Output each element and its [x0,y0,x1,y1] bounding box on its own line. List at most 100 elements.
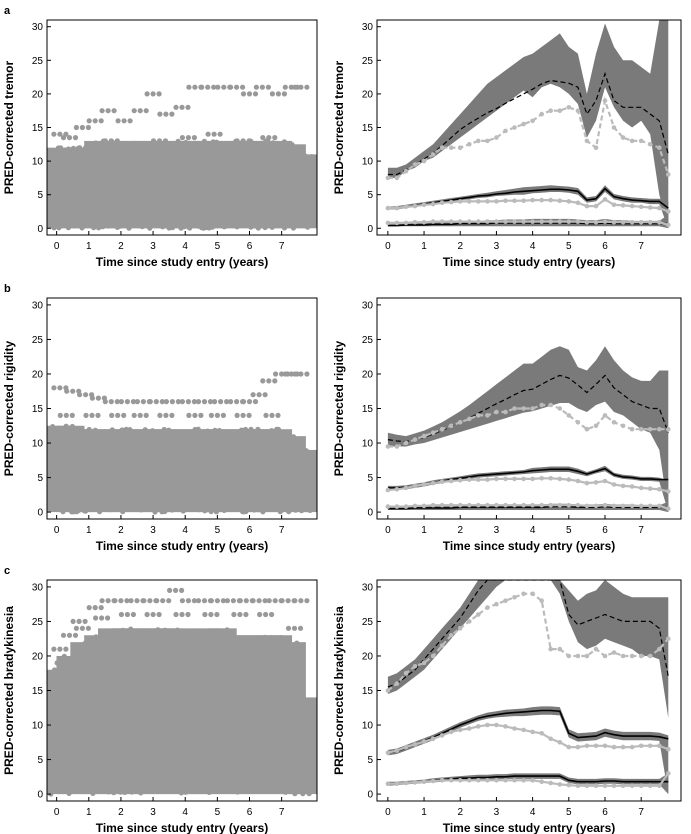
observed-point [448,478,454,484]
scatter-point [66,632,73,638]
observed-point [620,503,626,509]
scatter-point [157,111,163,117]
observed-point [457,199,463,204]
scatter-point [109,412,115,418]
scatter-point [224,598,230,604]
scatter-point [115,412,121,418]
scatter-point [114,138,120,144]
scatter-point [118,611,124,618]
observed-point [647,486,653,491]
density-column [291,697,317,795]
observed-point [620,423,626,429]
observed-point [638,426,644,432]
observed-point [530,591,535,597]
scatter-point [185,598,191,604]
observed-point [430,502,436,508]
observed-point [647,426,653,432]
observed-point [593,423,599,429]
observed-point [412,483,418,489]
scatter-point [124,611,130,618]
scatter-point [179,399,185,405]
scatter-point [262,598,268,604]
observed-point [512,198,517,203]
scatter-point [215,84,221,90]
observed-point [539,598,544,603]
scatter-point [66,660,72,666]
x-tick-label: 4 [530,525,536,536]
observed-point [666,222,671,228]
observed-point [421,660,427,666]
scatter-point [175,399,181,405]
observed-point [412,503,418,509]
y-tick-label: 15 [32,404,44,415]
scatter-point [234,412,240,418]
scatter-point [86,118,92,124]
scatter-point [167,587,173,594]
scatter-point [221,84,227,90]
scatter-point [156,611,162,618]
observed-point [575,744,581,750]
observed-point [421,202,427,208]
observed-point [620,783,626,789]
observed-point [457,502,463,508]
observed-point [602,653,608,659]
observed-point [494,219,499,224]
observed-point [593,203,599,209]
observed-point [647,783,653,789]
observed-point [557,406,563,411]
scatter-point [214,598,220,604]
observed-point [539,219,544,224]
scatter-point [86,605,92,611]
observed-point [657,783,662,789]
observed-point [403,485,409,491]
scatter-point [246,412,252,418]
x-tick-label: 6 [247,241,253,252]
observed-point [666,746,671,752]
observed-point [503,778,508,783]
scatter-point [131,141,137,147]
scatter-point [60,660,66,666]
x-tick-label: 6 [602,807,608,818]
scatter-point [66,135,73,141]
scatter-point [99,615,105,621]
observed-point [647,142,653,147]
scatter-point [143,108,149,114]
observed-point [557,502,563,508]
scatter-point [144,91,150,97]
observed-point [430,736,436,742]
observed-point [629,744,635,750]
scatter-point [205,131,211,137]
observed-point [412,742,418,747]
observed-point [421,779,427,784]
observed-point [629,783,635,789]
observed-point [439,145,445,150]
x-tick-label: 5 [215,525,221,536]
y-tick-label: 15 [32,123,44,134]
observed-point [638,783,644,789]
observed-point [629,503,635,509]
scatter-point [179,587,185,594]
observed-point [394,748,400,753]
y-tick-label: 5 [37,473,43,484]
scatter-point [192,84,198,90]
observed-point [403,204,409,210]
scatter-point [169,111,175,117]
observed-point [448,729,454,735]
x-axis-label: Time since study entry (years) [96,539,269,553]
scatter-point [243,598,249,604]
plot-area [385,580,671,795]
scatter-point [79,124,85,131]
observed-point [430,152,436,157]
y-axis-label: PRED-corrected bradykinesia [2,606,16,775]
y-tick-label: 5 [37,190,43,201]
x-tick-label: 5 [215,241,221,252]
observed-point [666,172,671,177]
x-tick-label: 2 [457,807,463,818]
scatter-point [63,646,69,652]
x-tick-label: 7 [279,525,285,536]
y-tick-label: 5 [37,755,43,766]
scatter-point [262,392,268,398]
